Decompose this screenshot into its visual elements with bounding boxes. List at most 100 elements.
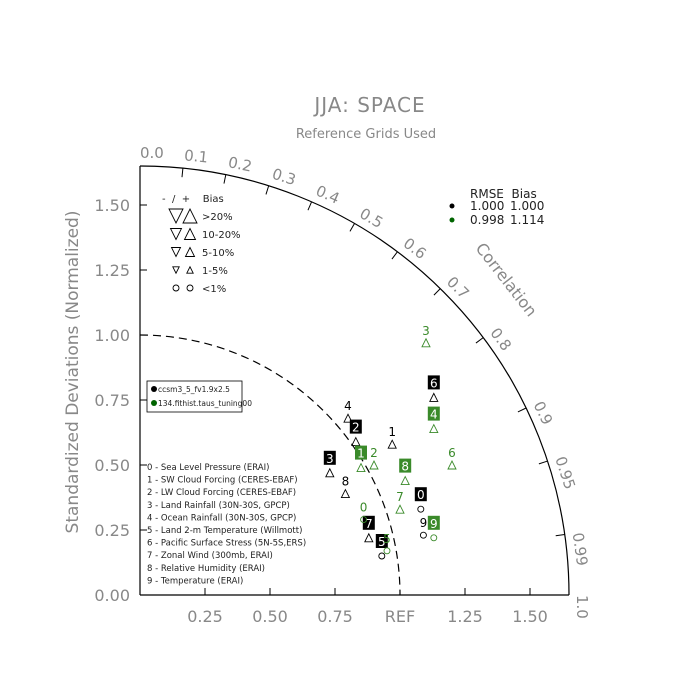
series-legend: ccsm3_5_fv1.9x2.5 134.fithist.taus_tuning… (146, 380, 252, 413)
variable-legend-item: 5 - Land 2-m Temperature (Willmott) (147, 526, 302, 536)
point-label-box (362, 515, 375, 530)
point-label: 2 (370, 446, 378, 460)
point-label: 4 (430, 408, 438, 422)
point-marker (343, 413, 353, 423)
correlation-tick-mark (475, 337, 484, 344)
point-label: 0 (360, 501, 368, 515)
point-label: 1 (357, 447, 365, 461)
data-point: 8 (399, 458, 412, 486)
correlation-tick-mark (391, 251, 398, 260)
point-label: 0 (417, 488, 425, 502)
bias-legend-header: - / + Bias (162, 194, 224, 205)
bias-positive-marker (182, 207, 198, 224)
correlation-tick-label: 0.4 (313, 182, 342, 208)
point-label: 2 (352, 421, 360, 435)
point-marker (419, 531, 427, 539)
variable-legend-item: 4 - Ocean Rainfall (30N-30S, GPCP) (147, 513, 296, 523)
chart-subtitle: Reference Grids Used (296, 127, 436, 142)
y-tick-label: 1.50 (94, 196, 130, 215)
correlation-tick-label: 0.2 (227, 153, 254, 175)
rmse-legend-swatch (449, 203, 455, 209)
point-label-box (323, 450, 336, 465)
bias-value: 1.000 (510, 199, 544, 213)
bias-positive-marker (186, 284, 194, 292)
correlation-tick-mark (223, 174, 227, 184)
correlation-tick-mark (349, 223, 355, 232)
correlation-tick-label: 1.0 (573, 595, 591, 619)
point-marker (364, 532, 374, 543)
data-point: 4 (427, 406, 440, 434)
rmse-legend-swatch (449, 217, 455, 223)
outer-arc (139, 165, 570, 596)
point-marker (429, 392, 439, 402)
point-label-box (414, 487, 427, 502)
x-tick-label: 0.50 (252, 607, 288, 626)
reference-arc (139, 334, 401, 596)
point-label: 8 (342, 475, 350, 489)
correlation-tick-mark (538, 460, 548, 465)
correlation-tick-label: 0.99 (569, 531, 592, 567)
bias-negative-marker (172, 266, 180, 275)
variable-legend-item: 1 - SW Cloud Forcing (CERES-EBAF) (147, 476, 298, 486)
rmse-value: 1.000 (470, 199, 504, 213)
point-label-box (427, 406, 440, 421)
data-point: 0 (414, 487, 427, 513)
correlation-tick-mark (265, 185, 270, 195)
point-label-box (399, 458, 412, 473)
point-marker (325, 467, 335, 478)
y-tick-label: 0.50 (94, 456, 130, 475)
data-point: 9 (419, 516, 427, 539)
point-label: 5 (378, 535, 386, 549)
y-tick-label: 1.00 (94, 326, 130, 345)
series-legend-swatch (151, 386, 157, 392)
x-tick-label: 1.25 (447, 607, 483, 626)
data-point: 4 (343, 399, 353, 423)
point-label: 3 (326, 452, 334, 466)
correlation-tick-label: 0.7 (443, 273, 473, 303)
variable-legend-item: 2 - LW Cloud Forcing (CERES-EBAF) (147, 488, 296, 498)
point-label-box (349, 419, 362, 434)
series-legend-box (146, 380, 243, 413)
data-point: 1 (387, 425, 397, 449)
y-tick-label: 1.25 (94, 261, 130, 280)
point-label: 3 (422, 324, 430, 338)
correlation-tick-mark (433, 288, 441, 296)
data-point: 6 (427, 375, 440, 402)
y-tick-label: 0.25 (94, 521, 130, 540)
correlation-tick-label: 0.0 (140, 144, 164, 162)
y-tick-label: 0.75 (94, 391, 130, 410)
variable-legend-item: 3 - Land Rainfall (30N-30S, GPCP) (147, 501, 290, 511)
point-marker (447, 459, 457, 470)
data-point: 3 (421, 324, 431, 348)
correlation-title: Correlation (472, 239, 541, 320)
point-marker (430, 534, 438, 542)
point-marker (387, 439, 397, 449)
rmse-value: 0.998 (470, 213, 504, 227)
point-marker (395, 504, 405, 514)
data-point: 5 (383, 532, 391, 555)
data-point: 8 (340, 475, 351, 499)
bias-negative-marker (170, 247, 182, 258)
bias-legend-label: 5-10% (202, 248, 234, 259)
point-marker (429, 423, 439, 434)
point-label: 4 (344, 399, 352, 413)
correlation-tick-mark (307, 201, 313, 211)
chart-title: JJA: SPACE (312, 93, 425, 117)
bias-legend-label: 1-5% (202, 266, 228, 277)
variable-legend-item: 9 - Temperature (ERAI) (147, 576, 243, 586)
variable-legend-item: 7 - Zonal Wind (300mb, ERAI) (147, 551, 273, 561)
bias-legend: - / + Bias >20% 10-20% 5-10% 1-5% <1% (162, 194, 241, 295)
ref-label: REF (385, 607, 415, 626)
variables-legend: 0 - Sea Level Pressure (ERAI) 1 - SW Clou… (147, 463, 306, 586)
point-marker (383, 547, 391, 555)
point-marker (351, 436, 361, 447)
point-label: 7 (396, 490, 404, 504)
point-label-box (375, 534, 388, 548)
series-legend-label: 134.fithist.taus_tuning00 (158, 399, 252, 408)
point-marker (340, 488, 351, 499)
point-label-box (427, 515, 440, 530)
point-label: 8 (401, 460, 409, 474)
correlation-tick-label: 0.3 (270, 165, 298, 189)
data-point: 9 (427, 515, 440, 542)
bias-positive-marker (186, 265, 194, 274)
